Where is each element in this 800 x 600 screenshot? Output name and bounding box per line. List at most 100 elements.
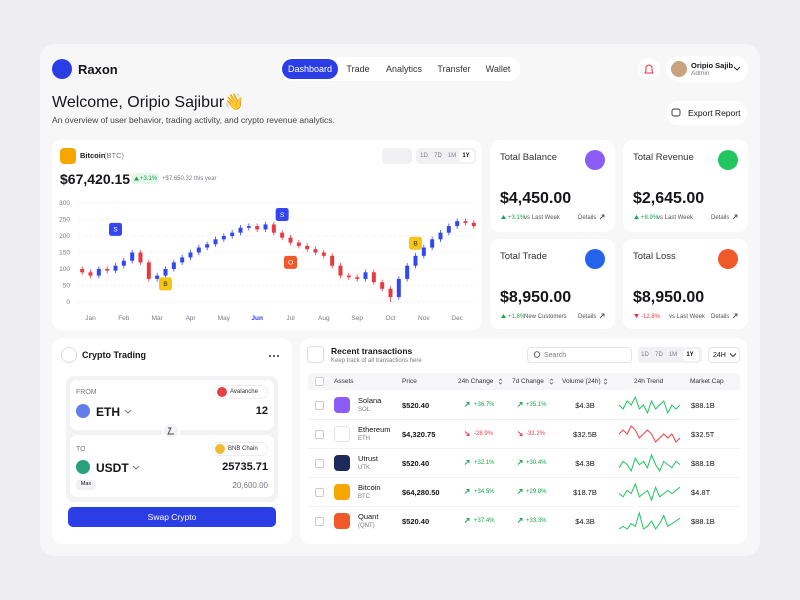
stat-icon <box>585 249 605 269</box>
stat-note: vs Last Week <box>657 215 693 221</box>
checkbox[interactable] <box>315 377 324 386</box>
network-icon <box>215 444 225 454</box>
stat-title: Total Revenue <box>633 152 694 163</box>
range-option[interactable]: 1M <box>668 352 678 358</box>
column-header: 7d Change <box>512 377 544 385</box>
stat-value: $4,450.00 <box>500 190 572 207</box>
swap-button-label[interactable]: Swap Crypto <box>147 512 197 522</box>
swap-title: Crypto Trading <box>82 350 147 360</box>
column-header: 24h Change <box>458 377 494 385</box>
checkbox[interactable] <box>315 487 324 497</box>
period-select[interactable] <box>708 347 740 363</box>
stat-details-link[interactable]: Details <box>578 314 597 320</box>
page-subtitle: An overview of user behavior, trading ac… <box>52 115 335 125</box>
coin-name: Bitcoin <box>80 151 106 160</box>
notification-button[interactable] <box>638 58 660 80</box>
range-option[interactable]: 1M <box>447 153 457 159</box>
active-range-pill[interactable] <box>459 150 474 162</box>
range-option[interactable]: 7D <box>434 153 442 159</box>
max-label[interactable]: Max <box>80 481 92 487</box>
asset-ticker: UTK <box>358 465 370 471</box>
change-24h: +34.5% <box>474 489 495 495</box>
stat-details-link[interactable]: Details <box>711 215 730 221</box>
logo-mark <box>52 59 72 79</box>
asset-name: Quant <box>358 512 379 521</box>
search-placeholder[interactable]: Search <box>544 352 567 359</box>
volume-24h: $4.3B <box>575 400 595 410</box>
max-pill[interactable] <box>76 480 96 490</box>
network-pill[interactable] <box>212 442 268 456</box>
period-label[interactable]: 24H <box>713 351 726 359</box>
network-pill[interactable] <box>214 385 268 399</box>
search-box[interactable] <box>527 347 632 363</box>
range-option[interactable]: 1D <box>420 153 428 159</box>
coin-change: +3.1% <box>140 175 158 182</box>
change-24h: -28.9% <box>474 431 494 437</box>
range-option[interactable]: 7D <box>655 352 663 358</box>
network-icon <box>217 387 227 397</box>
page-title: Welcome, Oripio Sajibur👋 <box>52 94 245 111</box>
asset-symbol[interactable]: USDT <box>96 461 129 475</box>
transactions-subtitle: Keep track of all transactions here <box>331 358 422 364</box>
nav-tab[interactable]: Dashboard <box>287 64 333 74</box>
checkbox[interactable] <box>315 458 324 468</box>
nav-tab[interactable]: Analytics <box>385 64 423 74</box>
nav-tab[interactable]: Wallet <box>485 64 511 74</box>
asset-amount: 12 <box>255 405 268 417</box>
asset-icon <box>76 460 90 474</box>
stat-icon <box>585 150 605 170</box>
market-cap: $88.1B <box>691 458 715 468</box>
table-header <box>308 373 740 390</box>
from-box <box>70 380 274 430</box>
change-badge <box>131 173 159 184</box>
asset-name: Utrust <box>358 454 379 463</box>
asset-icon <box>334 426 350 442</box>
column-header: Assets <box>334 377 354 385</box>
checkbox[interactable] <box>315 400 324 410</box>
asset-symbol[interactable]: ETH <box>96 405 120 419</box>
change-7d: +29.8% <box>526 489 547 495</box>
asset-ticker: BTC <box>358 494 370 500</box>
fiat-amount: 20,600.00 <box>232 481 268 490</box>
stat-change: +3.1% <box>508 215 526 221</box>
range-option[interactable]: 1Y <box>462 153 470 159</box>
change-7d: +30.4% <box>526 460 547 466</box>
column-header: Price <box>402 377 417 385</box>
stat-note: vs Last Week <box>669 314 705 320</box>
column-header: Volume (24h) <box>562 377 601 385</box>
market-cap: $88.1B <box>691 516 715 526</box>
to-label: TO <box>76 446 86 453</box>
checkbox[interactable] <box>315 516 324 526</box>
asset-price: $520.40 <box>402 458 430 468</box>
export-label[interactable]: Export Report <box>688 108 741 118</box>
stat-value: $2,645.00 <box>633 190 705 207</box>
stat-value: $8,950.00 <box>500 289 572 306</box>
active-range-pill[interactable] <box>683 349 699 361</box>
stat-details-link[interactable]: Details <box>711 314 730 320</box>
brand-name: Raxon <box>78 62 118 77</box>
asset-name: Solana <box>358 396 382 405</box>
active-tab-pill[interactable] <box>282 59 338 79</box>
stat-title: Total Trade <box>500 251 547 262</box>
range-option[interactable]: 1D <box>641 352 649 358</box>
stat-change: +8.9% <box>641 215 659 221</box>
volume-24h: $4.3B <box>575 516 595 526</box>
nav-tab[interactable]: Transfer <box>437 64 471 74</box>
asset-icon <box>334 397 350 413</box>
stat-note: vs Last Week <box>524 215 560 221</box>
asset-price: $520.40 <box>402 516 430 526</box>
stat-title: Total Loss <box>633 251 676 262</box>
nav-tab[interactable]: Trade <box>346 64 370 74</box>
swap-button[interactable] <box>68 507 276 527</box>
checkbox[interactable] <box>315 429 324 439</box>
swap-direction-button[interactable] <box>162 422 180 440</box>
user-name: Oripio Sajib <box>691 61 734 70</box>
stat-details-link[interactable]: Details <box>578 215 597 221</box>
coin-ticker: (BTC) <box>104 151 124 160</box>
asset-ticker: SOL <box>358 407 371 413</box>
asset-ticker: ETH <box>358 436 370 442</box>
range-option[interactable]: 1Y <box>686 352 694 358</box>
swap-icon <box>61 347 77 363</box>
volume-24h: $18.7B <box>573 487 597 497</box>
